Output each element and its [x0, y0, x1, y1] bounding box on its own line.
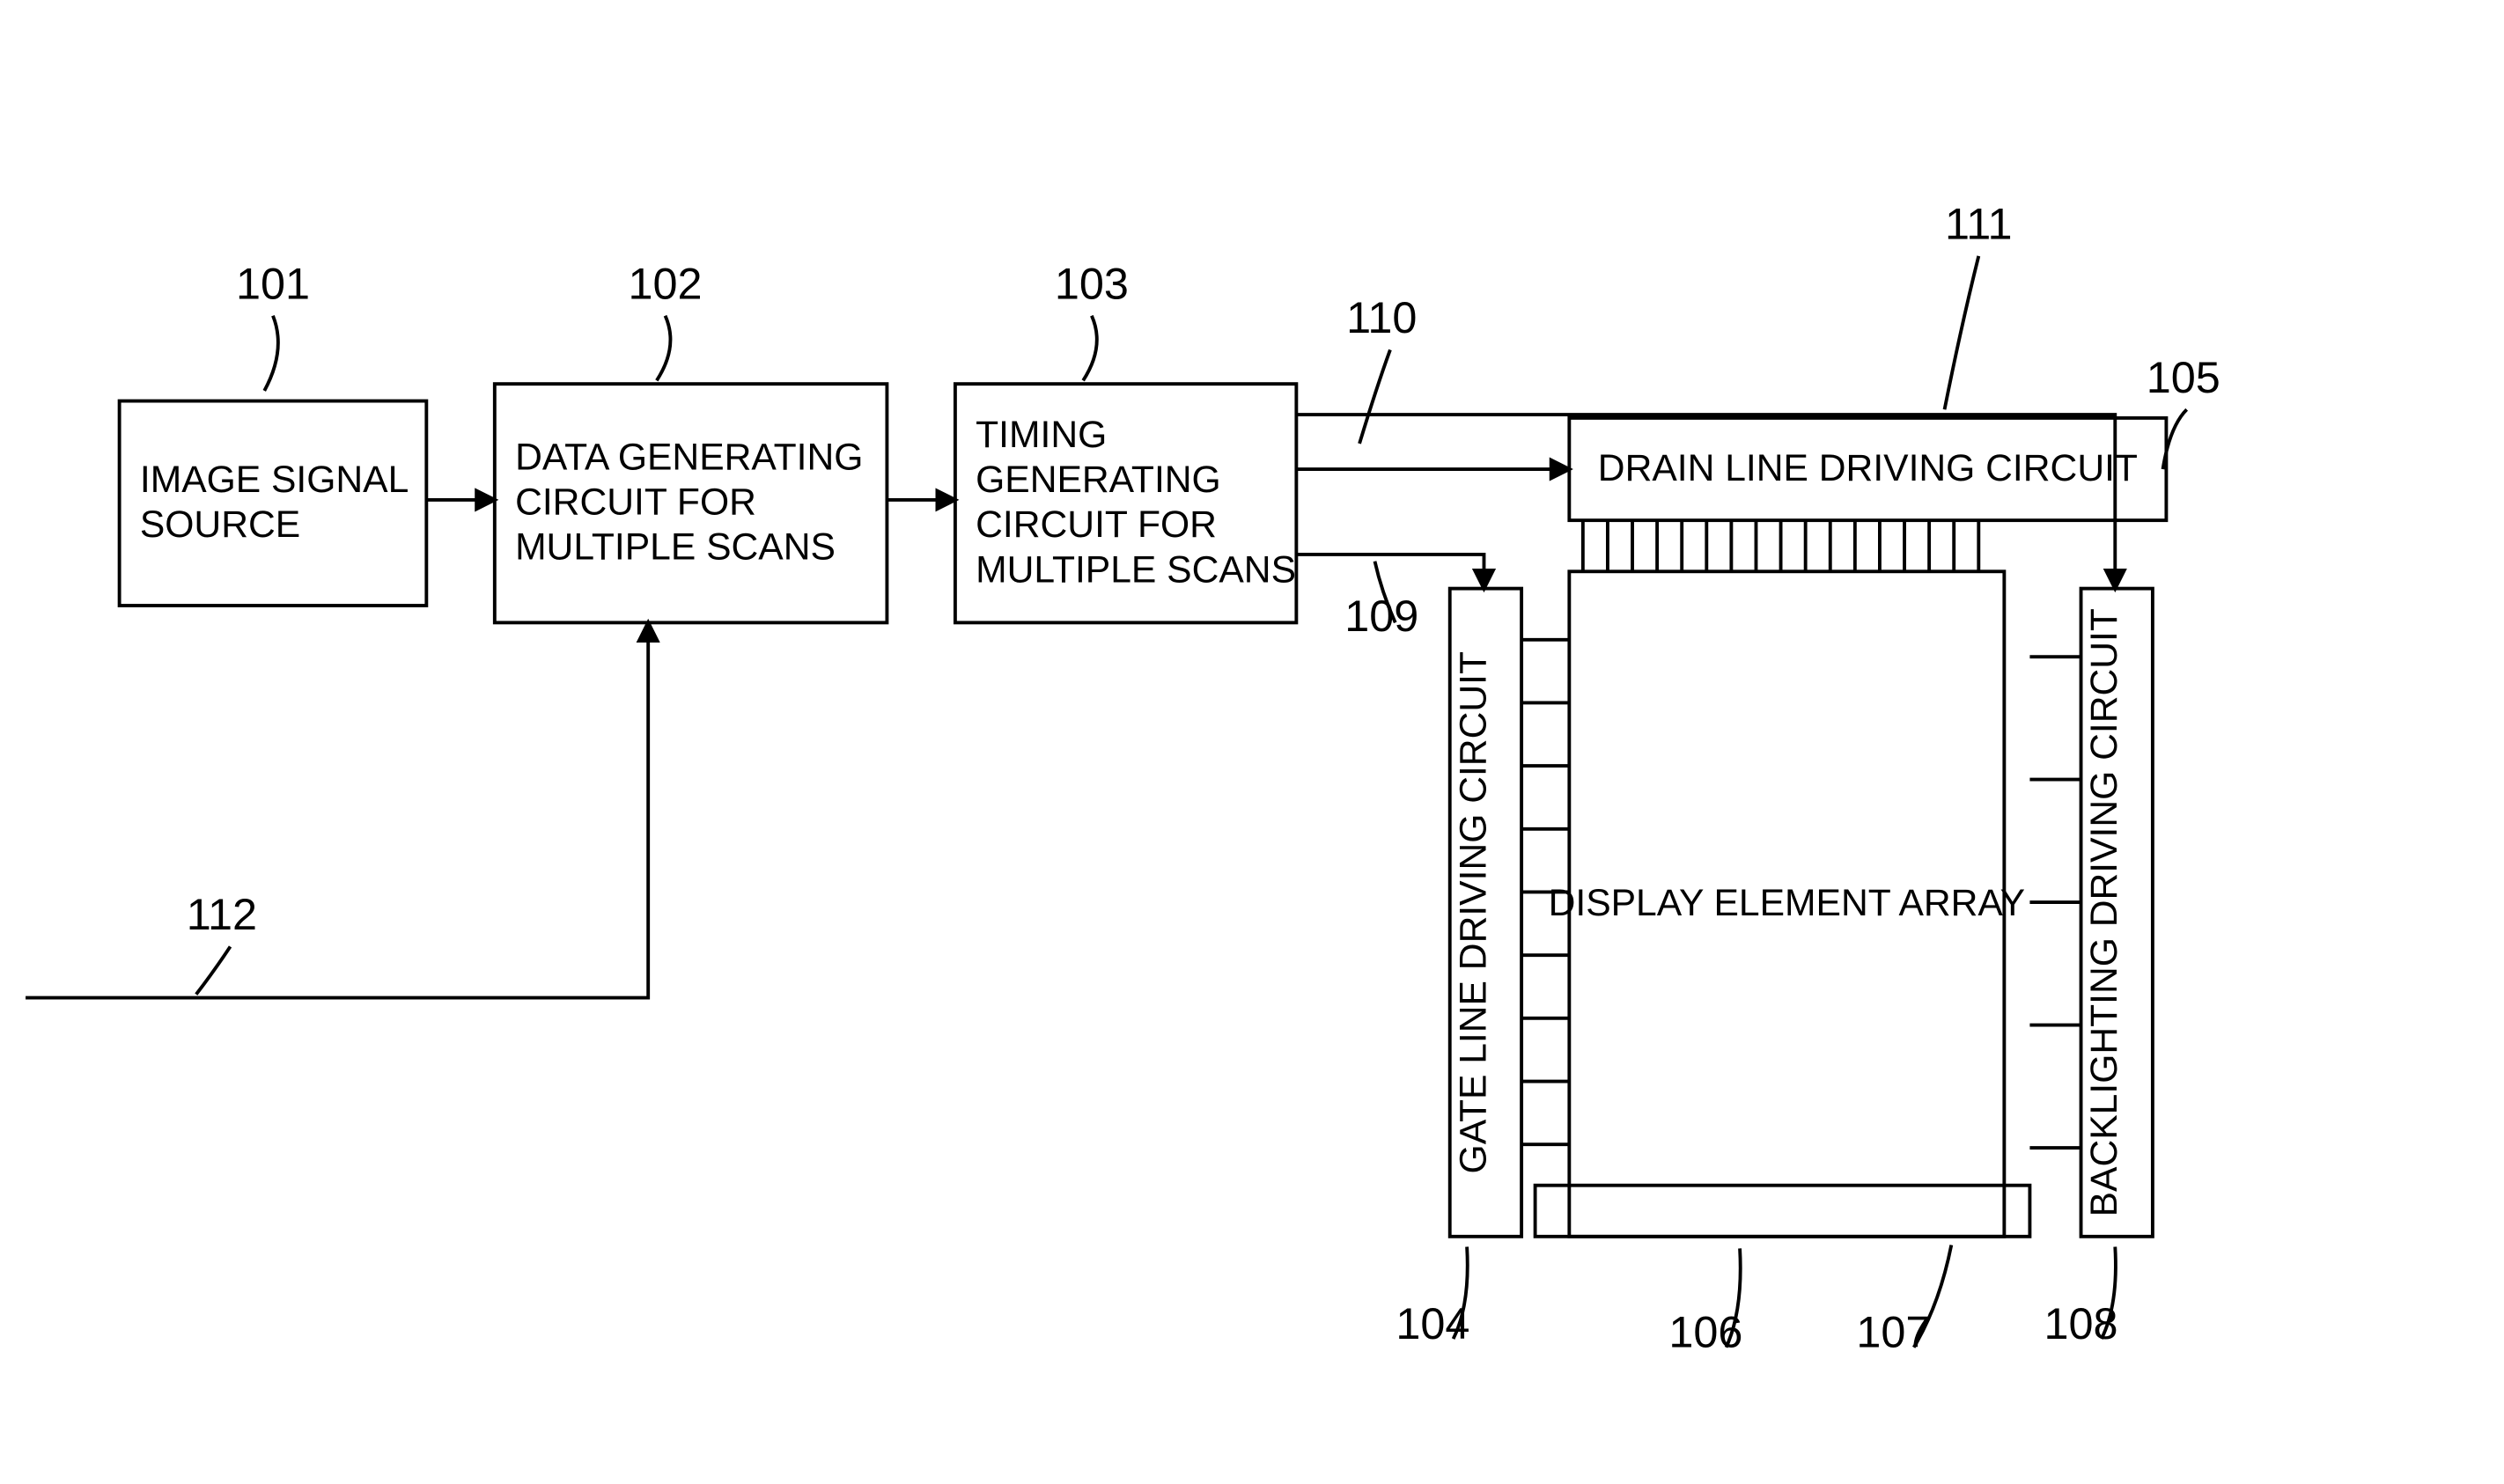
ref-label-102: 102 [629, 258, 703, 308]
ref-label-108: 108 [2044, 1298, 2118, 1348]
ref-leader-111 [1945, 256, 1979, 409]
block-label-105: DRAIN LINE DRIVING CIRCUIT [1598, 447, 2138, 489]
ref-label-103: 103 [1055, 258, 1129, 308]
ref-label-111: 111 [1945, 198, 2013, 248]
block-label-101: IMAGE SIGNALSOURCE [140, 459, 409, 546]
block-diagram: 107 IMAGE SIGNALSOURCE 101 DATA GENERATINGC… [0, 0, 2504, 1484]
ref-label-112: 112 [187, 889, 257, 939]
ref-leader-103 [1083, 316, 1097, 381]
block-107 [1536, 1186, 2030, 1237]
ref-leader-112 [196, 946, 231, 994]
ref-leader-110 [1359, 349, 1390, 444]
block-label-108: BACKLIGHTING DRIVING CIRCUIT [2083, 608, 2125, 1216]
ref-label-101: 101 [236, 258, 310, 308]
ref-label-107: 107 [1856, 1307, 1930, 1357]
ref-leader-101 [264, 316, 278, 391]
ref-label-109: 109 [1344, 591, 1418, 641]
ref-label-104: 104 [1396, 1298, 1469, 1348]
ref-label-106: 106 [1668, 1307, 1742, 1357]
block-label-103: TIMINGGENERATINGCIRCUIT FORMULTIPLE SCAN… [976, 414, 1296, 591]
block-label-102: DATA GENERATINGCIRCUIT FORMULTIPLE SCANS [515, 436, 863, 568]
wire-e109 [1296, 555, 1484, 589]
block-label-104: GATE LINE DRIVING CIRCUIT [1452, 651, 1494, 1173]
ref-label-105: 105 [2147, 352, 2220, 402]
wire-e112 [26, 622, 648, 997]
ref-label-110: 110 [1346, 292, 1417, 342]
block-label-106: DISPLAY ELEMENT ARRAY [1549, 882, 2026, 924]
ref-leader-102 [657, 316, 671, 381]
